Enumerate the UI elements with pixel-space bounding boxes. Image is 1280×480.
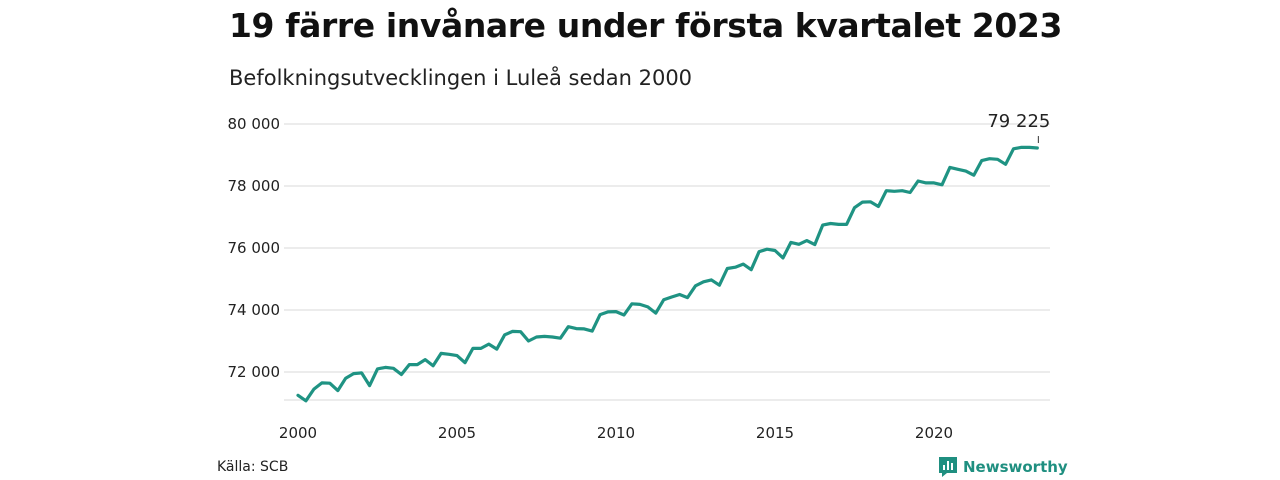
y-tick-label: 74 000 xyxy=(228,301,281,319)
population-series-line xyxy=(296,145,1039,403)
y-axis-tick-labels: 72 000 74 000 76 000 78 000 80 000 xyxy=(228,115,281,381)
source-note: Källa: SCB xyxy=(217,459,289,475)
x-tick-label: 2005 xyxy=(438,424,476,442)
y-tick-label: 78 000 xyxy=(228,177,281,195)
x-axis-tick-labels: 2000 2005 2010 2015 2020 xyxy=(279,424,953,442)
annotation-last-value-label: 79 225 xyxy=(987,111,1050,132)
y-tick-label: 76 000 xyxy=(228,239,281,257)
x-tick-label: 2000 xyxy=(279,424,317,442)
x-tick-label: 2015 xyxy=(756,424,794,442)
bar-chart-icon xyxy=(939,457,957,477)
gridlines xyxy=(284,123,1050,401)
x-tick-label: 2010 xyxy=(597,424,635,442)
chart-subtitle: Befolkningsutvecklingen i Luleå sedan 20… xyxy=(229,66,693,90)
x-tick-label: 2020 xyxy=(915,424,953,442)
chart-title: 19 färre invånare under första kvartalet… xyxy=(229,6,1063,45)
y-tick-label: 80 000 xyxy=(228,115,281,133)
y-tick-label: 72 000 xyxy=(228,363,281,381)
brand-name: Newsworthy xyxy=(963,458,1068,476)
newsworthy-logo: Newsworthy xyxy=(938,455,1068,479)
